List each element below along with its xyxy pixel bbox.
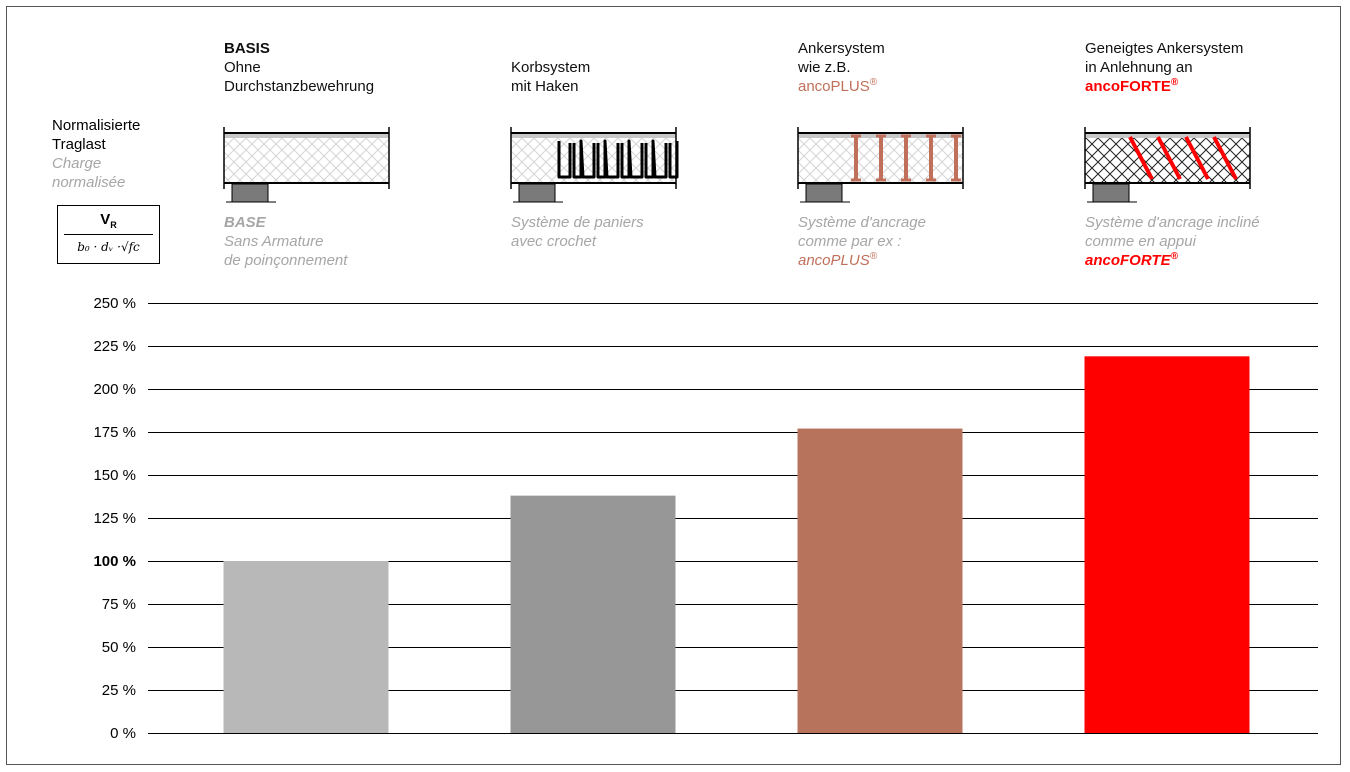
category-label-line: Système d'ancrage — [798, 214, 926, 231]
category-label-line: Système d'ancrage incliné — [1085, 214, 1260, 231]
category-label-line: Ohne — [224, 59, 261, 76]
slab-diagrams — [223, 127, 1251, 203]
category-label-line: Ankersystem — [798, 40, 885, 57]
category-label-line: Durchstanzbewehrung — [224, 78, 375, 95]
category-label-line: comme en appui — [1085, 233, 1196, 250]
y-tick-label: 0 % — [110, 724, 136, 742]
category-3-de_lines: Ankersystem wie z.B. ancoPLUS® — [798, 39, 885, 96]
formula-box: VR b₀ · dᵥ ·√fc — [57, 205, 160, 264]
category-label-line: mit Haken — [511, 78, 579, 95]
category-2-de_lines: Korbsystem mit Haken — [511, 58, 590, 96]
y-tick-label: 50 % — [101, 638, 136, 656]
bar-2 — [510, 495, 676, 733]
category-label-line: ancoFORTE — [1085, 252, 1171, 269]
category-1-de_lines: BASIS Ohne Durchstanzbewehrung — [224, 39, 374, 96]
slab-diagram-vertical-anchors — [797, 127, 964, 203]
category-label-line: Geneigtes Ankersystem — [1085, 40, 1244, 57]
slab-diagram-base-slab — [223, 127, 390, 203]
category-label-line: avec crochet — [511, 233, 597, 250]
slab-diagram-inclined-anchors — [1084, 127, 1251, 203]
category-label-line: comme par ex : — [798, 233, 902, 250]
category-label-line: ancoPLUS — [798, 252, 870, 269]
y-tick-label: 225 % — [93, 337, 136, 355]
category-label-line: Système de paniers — [511, 214, 644, 231]
formula-numerator: VR — [100, 211, 117, 230]
y-tick-label: 75 % — [101, 595, 136, 613]
category-label-line: de poinçonnement — [224, 252, 348, 269]
bar-4 — [1084, 356, 1250, 733]
y-axis-title-de-1: Normalisierte — [52, 117, 141, 134]
y-tick-label: 125 % — [93, 509, 136, 527]
category-3-fr_lines: Système d'ancrage comme par ex : ancoPLUS® — [798, 213, 926, 270]
registered-mark: ® — [1170, 251, 1178, 262]
y-axis-title-de-2: Traglast — [52, 136, 106, 153]
y-tick-label: 100 % — [93, 552, 136, 570]
registered-mark: ® — [869, 251, 878, 262]
formula-fraction-line — [64, 234, 153, 235]
bar-3 — [797, 428, 963, 733]
registered-mark: ® — [869, 77, 878, 88]
category-label-line: ancoPLUS — [798, 78, 870, 95]
y-tick-label: 250 % — [93, 294, 136, 312]
category-label-line: Sans Armature — [224, 233, 324, 250]
category-1-fr_lines: BASE Sans Armature de poinçonnement — [224, 213, 347, 270]
bars — [223, 356, 1250, 733]
y-axis-title-fr-2: normalisée — [52, 174, 126, 191]
bar-1 — [223, 561, 389, 733]
category-label-line: in Anlehnung an — [1085, 59, 1193, 76]
slab-diagram-basket-hooks — [510, 127, 679, 203]
category-label-line: BASE — [224, 214, 266, 231]
formula-denominator: b₀ · dᵥ ·√fc — [77, 240, 140, 254]
y-tick-label: 150 % — [93, 466, 136, 484]
y-tick-label: 200 % — [93, 380, 136, 398]
category-2-fr_lines: Système de paniers avec crochet — [511, 213, 644, 251]
category-4-de_lines: Geneigtes Ankersystem in Anlehnung an anco… — [1085, 39, 1243, 96]
category-label-line: BASIS — [224, 40, 270, 57]
y-tick-label: 25 % — [101, 681, 136, 699]
y-axis-title: Normalisierte Traglast Charge normalisée — [52, 116, 140, 192]
category-label-line: wie z.B. — [798, 59, 851, 76]
y-tick-label: 175 % — [93, 423, 136, 441]
category-4-fr_lines: Système d'ancrage incliné comme en appui a… — [1085, 213, 1260, 270]
y-axis-title-fr-1: Charge — [52, 155, 102, 172]
registered-mark: ® — [1170, 77, 1179, 88]
category-label-line: Korbsystem — [511, 59, 591, 76]
category-label-line: ancoFORTE — [1085, 78, 1171, 95]
